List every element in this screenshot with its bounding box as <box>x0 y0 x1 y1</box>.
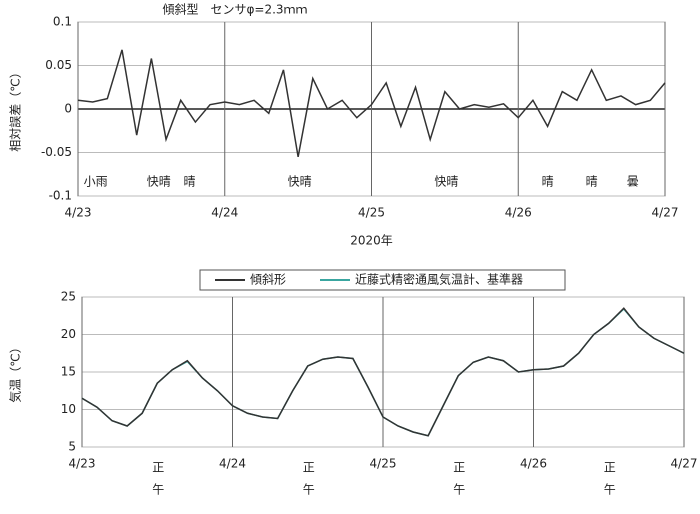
x-tick-label: 4/25 <box>358 206 385 220</box>
y-tick-label: 15 <box>61 365 76 379</box>
series-line <box>77 49 666 157</box>
legend-box <box>199 269 566 291</box>
annotation: 正午 <box>301 461 315 505</box>
annotation: 正午 <box>602 461 616 505</box>
annotation: 正午 <box>151 461 165 505</box>
legend-label: 傾斜形 <box>250 273 286 287</box>
annotation: 晴 <box>184 175 196 189</box>
y-tick-label: 0.1 <box>53 15 72 29</box>
y-tick-label: 20 <box>61 327 76 341</box>
x-axis-label: 2020年 <box>350 234 393 248</box>
x-tick-label: 4/23 <box>65 206 92 220</box>
x-tick-label: 4/26 <box>520 457 547 471</box>
annotation: 曇 <box>627 175 639 189</box>
annotation: 正午 <box>452 461 466 505</box>
y-tick-label: 10 <box>61 402 76 416</box>
annotation: 快晴 <box>288 175 312 189</box>
y-tick-label: 5 <box>68 440 76 454</box>
annotation: 小雨 <box>84 175 108 189</box>
y-tick-label: 25 <box>61 290 76 304</box>
series-line <box>81 307 685 437</box>
y-tick-label: -0.1 <box>49 189 72 203</box>
y-tick-label: 0.05 <box>45 58 72 72</box>
annotation: 晴 <box>586 175 598 189</box>
annotation: 快晴 <box>434 175 458 189</box>
x-tick-label: 4/27 <box>652 206 679 220</box>
x-tick-label: 4/26 <box>505 206 532 220</box>
x-tick-label: 4/25 <box>370 457 397 471</box>
annotation: 快晴 <box>147 175 171 189</box>
y-tick-label: 0 <box>64 102 72 116</box>
x-tick-label: 4/24 <box>211 206 238 220</box>
x-tick-label: 4/24 <box>219 457 246 471</box>
x-tick-label: 4/23 <box>69 457 96 471</box>
y-axis-label: 相対誤差（℃） <box>8 66 23 151</box>
y-tick-label: -0.05 <box>41 145 72 159</box>
x-tick-label: 4/27 <box>671 457 698 471</box>
legend-label: 近藤式精密通風気温計、基準器 <box>355 272 523 287</box>
annotation: 晴 <box>542 175 554 189</box>
chart-title: 傾斜型 センサφ=2.3ｍｍ <box>162 3 307 17</box>
y-axis-label: 気温（℃） <box>8 341 23 402</box>
